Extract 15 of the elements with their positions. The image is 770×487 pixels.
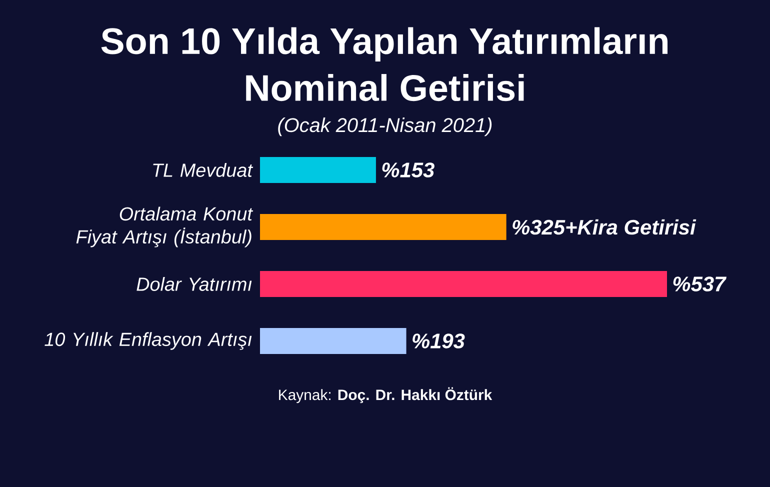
data-label: %537 <box>673 276 727 292</box>
text: Kaynak: Doç. Dr. Hakkı Öztürk <box>279 387 492 404</box>
data-label: %193 <box>412 334 465 348</box>
bar <box>260 214 506 240</box>
data-label: %153 <box>382 162 434 178</box>
bar <box>260 328 406 354</box>
y-tick-label: Dolar Yatırımı <box>136 277 252 291</box>
bar <box>260 157 376 183</box>
chart-subtitle: (Ocak 2011-Nisan 2021) <box>278 118 492 136</box>
chart-title: Son 10 Yılda Yapılan Yatırımların Nominal Getirisi <box>101 27 668 102</box>
bar <box>260 271 668 297</box>
data-label: %325+Kira Getirisi <box>512 219 696 235</box>
y-tick-label: 10 Yıllık Enflasyon Artışı <box>44 332 252 350</box>
y-tick-label: Ortalama Konut Fiyat Artışı (İstanbul) <box>76 206 254 248</box>
y-tick-label: TL Mevduat <box>153 163 254 177</box>
